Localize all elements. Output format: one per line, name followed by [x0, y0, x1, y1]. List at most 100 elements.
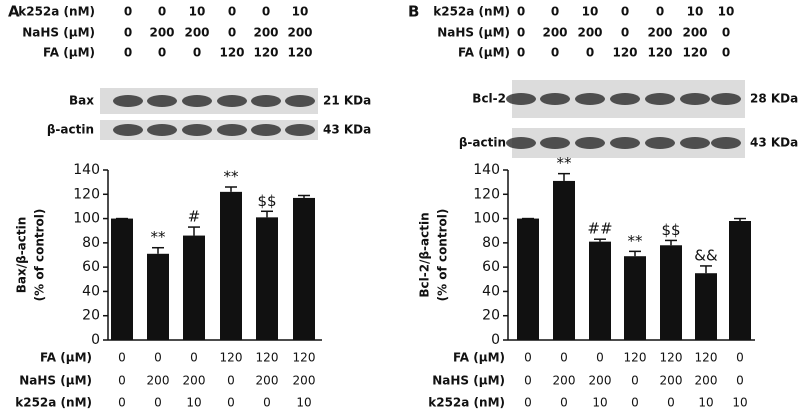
header-row-label: NaHS (μM) [437, 26, 510, 40]
bar [660, 245, 682, 340]
header-value: 200 [287, 26, 312, 40]
significance-mark: && [694, 246, 718, 264]
condition-value: 0 [524, 396, 532, 410]
blot-label: β-actin [459, 136, 506, 150]
blot-band [610, 137, 640, 149]
header-value: 0 [551, 46, 559, 60]
header-value: 0 [656, 5, 664, 19]
condition-value: 0 [263, 396, 271, 410]
header-value: 200 [542, 26, 567, 40]
y-tick-label: 60 [82, 259, 100, 275]
header-value: 10 [189, 5, 206, 19]
y-tick-label: 40 [82, 283, 100, 299]
bar [695, 273, 717, 340]
blot-band [575, 93, 605, 105]
y-tick-label: 20 [482, 308, 500, 324]
header-value: 0 [158, 46, 166, 60]
blot-size: 28 KDa [750, 92, 798, 106]
blot-band [645, 93, 675, 105]
significance-mark: ** [557, 154, 573, 172]
condition-value: 0 [667, 396, 675, 410]
condition-value: 120 [256, 351, 279, 365]
condition-value: 120 [624, 351, 647, 365]
condition-value: 200 [660, 374, 683, 388]
significance-mark: ** [628, 232, 644, 250]
blot-label: Bcl-2 [472, 92, 506, 106]
significance-mark: $$ [661, 221, 680, 239]
bar [624, 256, 646, 340]
header-value: 120 [253, 46, 278, 60]
significance-mark: # [188, 208, 201, 226]
header-value: 120 [219, 46, 244, 60]
header-value: 0 [124, 5, 132, 19]
header-row-label: FA (μM) [43, 46, 95, 60]
condition-value: 200 [695, 374, 718, 388]
condition-value: 10 [698, 396, 713, 410]
y-axis-label: Bcl-2/β-actin [418, 212, 432, 297]
condition-label: k252a (nM) [15, 396, 92, 410]
blot-size: 43 KDa [750, 136, 798, 150]
y-axis-label: (% of control) [33, 209, 47, 302]
blot-band [506, 137, 536, 149]
bar [729, 221, 751, 340]
blot-band [285, 124, 315, 136]
y-tick-label: 140 [73, 162, 100, 178]
blot-label: Bax [69, 94, 94, 108]
condition-value: 0 [154, 351, 162, 365]
y-tick-label: 140 [473, 162, 500, 178]
header-value: 0 [124, 46, 132, 60]
condition-value: 0 [524, 374, 532, 388]
blot-band [285, 95, 315, 107]
header-value: 0 [158, 5, 166, 19]
blot-band [147, 95, 177, 107]
header-value: 0 [517, 5, 525, 19]
blot-band [680, 93, 710, 105]
condition-label: NaHS (μM) [432, 374, 505, 388]
condition-value: 120 [660, 351, 683, 365]
y-tick-label: 0 [491, 332, 500, 348]
condition-value: 120 [695, 351, 718, 365]
blot-band [645, 137, 675, 149]
header-value: 10 [687, 5, 704, 19]
condition-value: 10 [296, 396, 311, 410]
blot-band [113, 124, 143, 136]
condition-label: FA (μM) [40, 351, 92, 365]
condition-value: 0 [560, 396, 568, 410]
blot-band [680, 137, 710, 149]
panel-label: A [8, 3, 20, 21]
blot-band [217, 124, 247, 136]
condition-value: 0 [190, 351, 198, 365]
header-value: 10 [292, 5, 309, 19]
blot-band [113, 95, 143, 107]
panel-label: B [408, 3, 419, 21]
condition-value: 0 [227, 374, 235, 388]
y-tick-label: 100 [473, 211, 500, 227]
condition-value: 200 [553, 374, 576, 388]
blot-band [217, 95, 247, 107]
header-value: 0 [551, 5, 559, 19]
blot-band [610, 93, 640, 105]
header-row-label: NaHS (μM) [22, 26, 95, 40]
blot-size: 21 KDa [323, 94, 371, 108]
blot-size: 43 KDa [323, 123, 371, 137]
bar [553, 180, 575, 340]
condition-value: 0 [736, 374, 744, 388]
condition-value: 200 [183, 374, 206, 388]
blot-band [147, 124, 177, 136]
y-tick-label: 20 [82, 308, 100, 324]
header-value: 120 [647, 46, 672, 60]
header-value: 200 [647, 26, 672, 40]
condition-value: 200 [256, 374, 279, 388]
condition-value: 0 [631, 374, 639, 388]
header-value: 200 [149, 26, 174, 40]
header-value: 0 [586, 46, 594, 60]
condition-value: 200 [147, 374, 170, 388]
significance-mark: ** [224, 168, 240, 186]
header-value: 200 [253, 26, 278, 40]
condition-value: 0 [596, 351, 604, 365]
condition-value: 10 [186, 396, 201, 410]
condition-value: 120 [293, 351, 316, 365]
condition-value: 0 [524, 351, 532, 365]
bar [589, 241, 611, 340]
